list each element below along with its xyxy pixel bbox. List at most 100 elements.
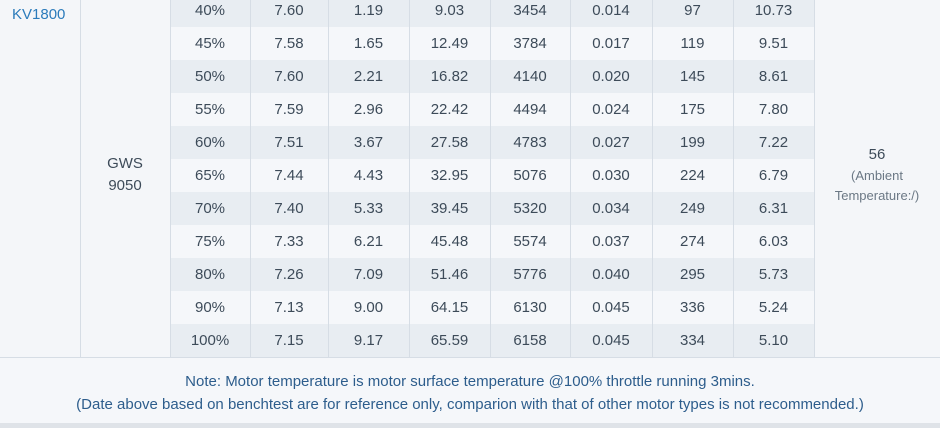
table-cell: 45.48 <box>409 225 490 258</box>
table-cell: 16.82 <box>409 60 490 93</box>
bottom-bar <box>0 423 940 428</box>
table-cell: 295 <box>652 258 733 291</box>
note-area: Note: Motor temperature is motor surface… <box>0 357 940 423</box>
column-border <box>328 0 329 357</box>
table-cell: 7.13 <box>250 291 328 324</box>
table-cell: 12.49 <box>409 27 490 60</box>
propeller-line: GWS <box>107 155 143 172</box>
table-cell: 5574 <box>490 225 570 258</box>
table-cell: 3454 <box>490 0 570 27</box>
table-cell: 7.60 <box>250 0 328 27</box>
table-cell: 0.017 <box>570 27 652 60</box>
note-line: Note: Motor temperature is motor surface… <box>185 373 755 390</box>
table-cell: 2.96 <box>328 93 409 126</box>
table-cell: 64.15 <box>409 291 490 324</box>
note-line: (Date above based on benchtest are for r… <box>76 396 864 413</box>
column-border <box>409 0 410 357</box>
table-cell: 7.15 <box>250 324 328 357</box>
table-cell: 1.19 <box>328 0 409 27</box>
temperature-note: (Ambient Temperature:/) <box>834 168 920 203</box>
table-cell: 27.58 <box>409 126 490 159</box>
table-cell: 4140 <box>490 60 570 93</box>
table-cell: 199 <box>652 126 733 159</box>
column-border <box>814 0 815 357</box>
table-cell: 4.43 <box>328 159 409 192</box>
table-cell: 5776 <box>490 258 570 291</box>
table-cell: 5076 <box>490 159 570 192</box>
table-cell: 50% <box>170 60 250 93</box>
table-cell: 0.045 <box>570 324 652 357</box>
table-cell: 0.030 <box>570 159 652 192</box>
table-cell: 0.024 <box>570 93 652 126</box>
table-cell: 1.65 <box>328 27 409 60</box>
table-cell: 0.020 <box>570 60 652 93</box>
table-cell: 0.040 <box>570 258 652 291</box>
column-border <box>733 0 734 357</box>
table-cell: 10.73 <box>733 0 814 27</box>
column-border <box>250 0 251 357</box>
table-cell: 334 <box>652 324 733 357</box>
table-cell: 3.67 <box>328 126 409 159</box>
table-cell: 7.58 <box>250 27 328 60</box>
table-cell: 175 <box>652 93 733 126</box>
table-cell: 145 <box>652 60 733 93</box>
table-cell: 5.10 <box>733 324 814 357</box>
table-cell: 7.80 <box>733 93 814 126</box>
table-cell: 6.03 <box>733 225 814 258</box>
table-cell: 90% <box>170 291 250 324</box>
motor-model: KV1800 <box>12 6 66 23</box>
column-border <box>170 0 171 357</box>
table-cell: 249 <box>652 192 733 225</box>
table-cell: 45% <box>170 27 250 60</box>
table-cell: 5.33 <box>328 192 409 225</box>
table-cell: 7.40 <box>250 192 328 225</box>
table-cell: 7.33 <box>250 225 328 258</box>
column-border <box>570 0 571 357</box>
table-cell: 6.79 <box>733 159 814 192</box>
table-cell: 7.44 <box>250 159 328 192</box>
table-cell: 60% <box>170 126 250 159</box>
table-cell: 3784 <box>490 27 570 60</box>
table-cell: 0.027 <box>570 126 652 159</box>
table-cell: 7.51 <box>250 126 328 159</box>
table-cell: 224 <box>652 159 733 192</box>
table-cell: 8.61 <box>733 60 814 93</box>
table-cell: 22.42 <box>409 93 490 126</box>
table-cell: 9.51 <box>733 27 814 60</box>
table-cell: 7.26 <box>250 258 328 291</box>
table-cell: 7.22 <box>733 126 814 159</box>
table-cell: 32.95 <box>409 159 490 192</box>
table-cell: 6158 <box>490 324 570 357</box>
table-cell: 336 <box>652 291 733 324</box>
table-cell: 5.73 <box>733 258 814 291</box>
temperature-value: 56 <box>868 146 886 163</box>
table-cell: 2.21 <box>328 60 409 93</box>
table-cell: 4494 <box>490 93 570 126</box>
table-cell: 5320 <box>490 192 570 225</box>
table-cell: 65% <box>170 159 250 192</box>
table-cell: 9.00 <box>328 291 409 324</box>
table-cell: 51.46 <box>409 258 490 291</box>
table-cell: 6130 <box>490 291 570 324</box>
table-cell: 80% <box>170 258 250 291</box>
table-cell: 40% <box>170 0 250 27</box>
table-cell: 6.31 <box>733 192 814 225</box>
table-cell: 75% <box>170 225 250 258</box>
table-cell: 7.60 <box>250 60 328 93</box>
table-cell: 0.034 <box>570 192 652 225</box>
propeller-line: 9050 <box>108 177 142 194</box>
table-cell: 0.014 <box>570 0 652 27</box>
table-cell: 274 <box>652 225 733 258</box>
table-cell: 65.59 <box>409 324 490 357</box>
table-cell: 39.45 <box>409 192 490 225</box>
table-cell: 9.03 <box>409 0 490 27</box>
table-cell: 119 <box>652 27 733 60</box>
column-border <box>80 0 81 357</box>
column-border <box>652 0 653 357</box>
table-cell: 6.21 <box>328 225 409 258</box>
table-cell: 7.59 <box>250 93 328 126</box>
column-border <box>490 0 491 357</box>
table-cell: 55% <box>170 93 250 126</box>
table-cell: 4783 <box>490 126 570 159</box>
propeller: GWS 9050 <box>80 153 170 197</box>
